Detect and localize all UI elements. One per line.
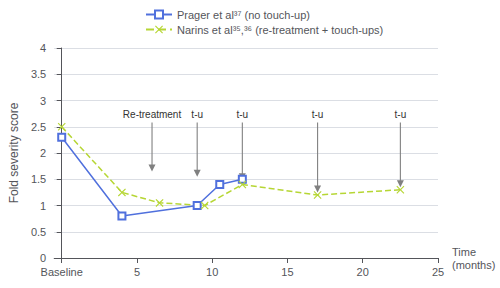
svg-text:Narins et al³⁵,³⁶ (re-treatmen: Narins et al³⁵,³⁶ (re-treatment + touch-… — [177, 24, 383, 36]
svg-text:Baseline: Baseline — [41, 266, 83, 278]
svg-text:3: 3 — [40, 95, 46, 107]
svg-text:t-u: t-u — [395, 109, 407, 120]
svg-text:Time: Time — [452, 246, 476, 258]
svg-text:4: 4 — [40, 42, 46, 54]
svg-text:t-u: t-u — [312, 109, 324, 120]
svg-text:2: 2 — [40, 147, 46, 159]
svg-text:0: 0 — [40, 252, 46, 264]
svg-text:t-u: t-u — [191, 109, 203, 120]
svg-text:Re-treatment: Re-treatment — [123, 109, 182, 120]
svg-text:1.5: 1.5 — [31, 173, 46, 185]
svg-text:25: 25 — [432, 266, 444, 278]
svg-text:10: 10 — [206, 266, 218, 278]
svg-text:Fold severity score: Fold severity score — [7, 102, 21, 203]
svg-text:0.5: 0.5 — [31, 226, 46, 238]
svg-text:1: 1 — [40, 200, 46, 212]
svg-text:3.5: 3.5 — [31, 68, 46, 80]
svg-text:t-u: t-u — [236, 109, 248, 120]
svg-text:15: 15 — [281, 266, 293, 278]
svg-text:2.5: 2.5 — [31, 121, 46, 133]
svg-text:Prager et al³⁷ (no touch-up): Prager et al³⁷ (no touch-up) — [177, 9, 310, 21]
svg-text:(months): (months) — [452, 259, 495, 271]
svg-text:5: 5 — [134, 266, 140, 278]
svg-text:20: 20 — [357, 266, 369, 278]
